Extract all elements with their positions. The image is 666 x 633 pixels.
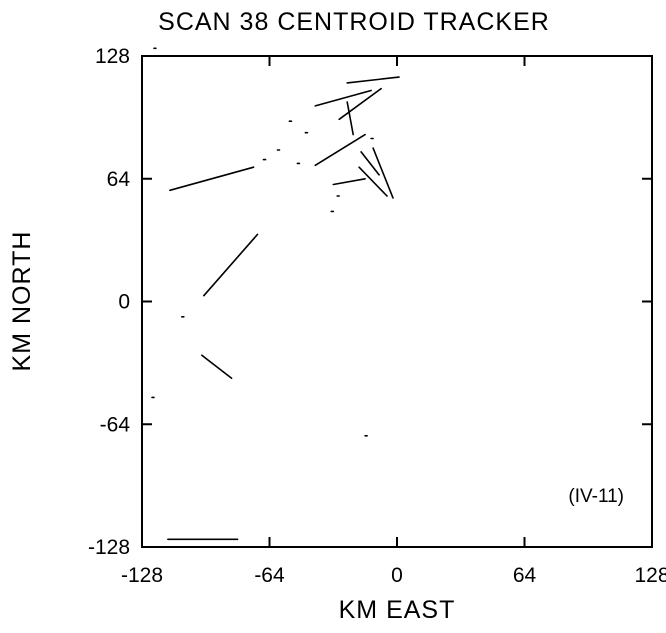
x-tick-label: 0 [391,564,403,587]
x-tick-label: -128 [121,564,163,587]
chart-title: SCAN 38 CENTROID TRACKER [158,8,550,36]
y-axis-label: KM NORTH [8,231,36,372]
y-tick-label: 128 [95,45,130,68]
x-axis-ticks: -128 -64 0 64 128 [121,56,666,587]
x-tick-label: 128 [634,564,666,587]
x-tick-label: 64 [513,564,537,587]
track-segment [346,101,355,136]
track-segment [372,147,394,199]
y-tick-label: 0 [118,291,130,314]
track-segment [332,178,366,186]
y-axis-ticks: 128 64 0 -64 -128 [88,45,652,559]
track-segment [314,89,372,107]
track-segment [360,151,380,176]
x-axis-label: KM EAST [339,596,456,624]
track-segments [151,47,400,541]
track-segment [169,166,255,192]
x-tick-label: -64 [254,564,285,587]
y-tick-label: -128 [88,536,130,559]
track-segment [358,166,388,197]
figure-annotation: (IV-11) [568,486,624,507]
track-segment [346,76,400,84]
y-tick-label: 64 [107,168,131,191]
track-segment [203,233,259,297]
plot-frame [141,55,653,548]
track-segment [201,354,233,380]
track-segment [338,87,382,121]
y-tick-label: -64 [100,413,131,436]
track-segment [314,133,366,167]
